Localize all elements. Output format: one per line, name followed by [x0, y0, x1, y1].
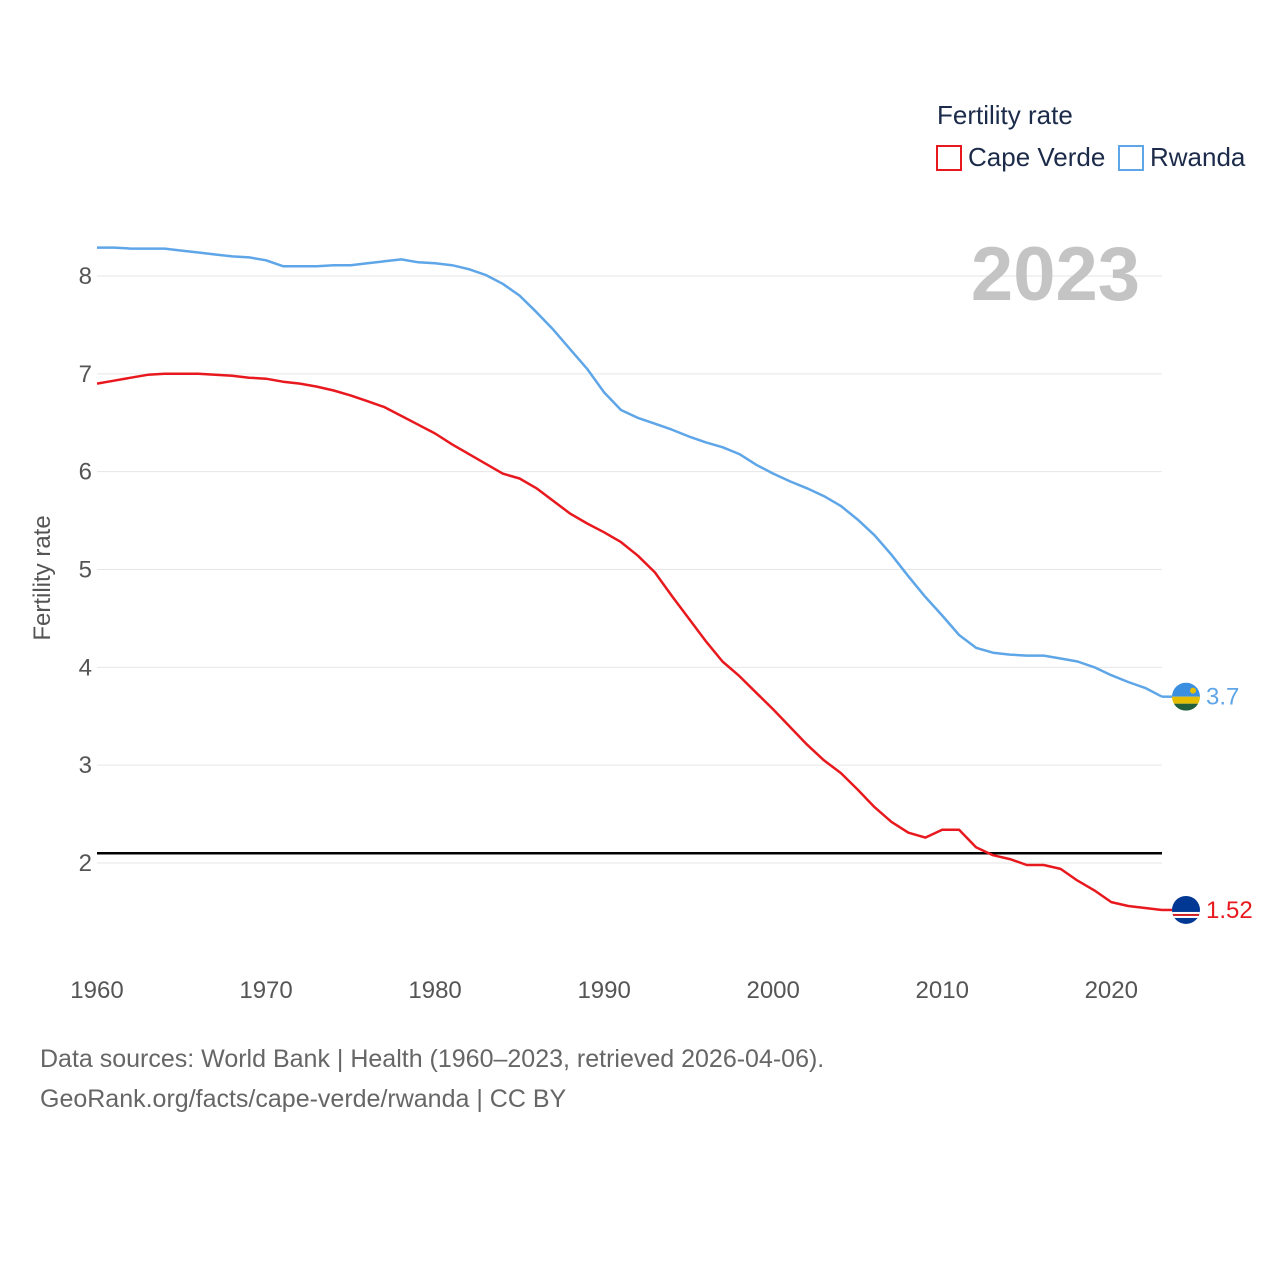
y-tick-label-6: 6: [79, 459, 92, 486]
flag-icon-rwanda: [1172, 682, 1200, 711]
flag-field-blue: [1172, 895, 1200, 924]
legend-swatch-rwanda: [1118, 145, 1144, 171]
legend-swatch-cape-verde: [936, 145, 962, 171]
credit-link[interactable]: GeoRank.org/facts/cape-verde/rwanda | CC…: [40, 1085, 567, 1113]
y-tick-label-3: 3: [79, 752, 92, 779]
gridlines: [97, 275, 1162, 864]
end-value-label-rwanda: 3.7: [1206, 684, 1239, 711]
y-tick-label-7: 7: [79, 361, 92, 388]
x-tick-label-1970: 1970: [239, 977, 292, 1004]
x-tick-label-2020: 2020: [1085, 977, 1138, 1004]
x-axis-ticks: 1960 1970 1980 1990 2000 2010 2020: [70, 977, 1138, 1004]
flag-stripe-red: [1172, 913, 1200, 916]
flag-body-cape-verde: [1172, 895, 1200, 924]
legend-label-rwanda: Rwanda: [1150, 142, 1246, 172]
x-tick-label-1980: 1980: [408, 977, 461, 1004]
y-tick-label-4: 4: [79, 654, 92, 681]
y-axis-title: Fertility rate: [29, 515, 56, 640]
flag-body-rwanda: [1172, 682, 1200, 711]
series-line-rwanda: [97, 246, 1163, 698]
y-tick-label-5: 5: [79, 557, 92, 584]
series-end-markers: 1.52 3.7: [1162, 682, 1253, 924]
y-tick-label-8: 8: [79, 263, 92, 290]
y-axis-ticks: 2 3 4 5 6 7 8: [79, 263, 92, 877]
y-tick-label-2: 2: [79, 850, 92, 877]
current-year-label: 2023: [971, 232, 1140, 317]
legend-title: Fertility rate: [937, 100, 1073, 130]
flag-sun: [1190, 687, 1196, 694]
flag-stripe-green: [1172, 703, 1200, 711]
end-value-label-cape-verde: 1.52: [1206, 897, 1253, 924]
flag-stripe-yellow: [1172, 696, 1200, 704]
x-tick-label-1990: 1990: [577, 977, 630, 1004]
legend-item-rwanda[interactable]: Rwanda: [1118, 142, 1246, 172]
legend-label-cape-verde: Cape Verde: [968, 142, 1105, 172]
x-tick-label-2000: 2000: [746, 977, 799, 1004]
data-sources-note: Data sources: World Bank | Health (1960–…: [40, 1045, 825, 1073]
legend: Fertility rate Cape Verde Rwanda: [936, 100, 1246, 172]
legend-item-cape-verde[interactable]: Cape Verde: [936, 142, 1105, 172]
x-tick-label-1960: 1960: [70, 977, 123, 1004]
x-tick-label-2010: 2010: [916, 977, 969, 1004]
flag-icon-cape-verde: [1172, 895, 1200, 924]
series-line-cape-verde: [96, 372, 1163, 912]
series-lines: [96, 246, 1163, 912]
